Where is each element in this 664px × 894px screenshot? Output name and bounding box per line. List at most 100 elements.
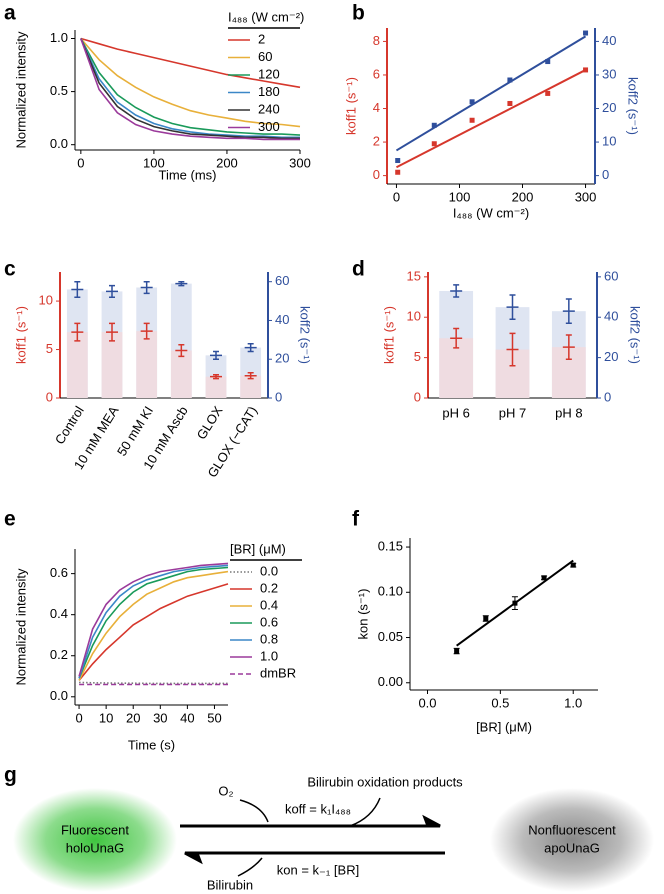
error-bar	[210, 350, 222, 360]
point	[507, 77, 513, 83]
x-tick-label: pH 7	[499, 405, 526, 420]
x-tick-label: 0	[77, 155, 84, 170]
x-tick-label: Control	[52, 403, 87, 447]
panel-letter: g	[4, 764, 17, 787]
legend-label: 0.6	[260, 614, 278, 629]
x-tick-label: 100	[143, 155, 165, 170]
error-bar	[175, 280, 188, 287]
bilirubin-arrow	[237, 857, 263, 877]
y-axis-label: koff1 (s⁻¹)	[343, 77, 358, 135]
legend-label: 0.8	[260, 631, 278, 646]
point	[431, 122, 437, 128]
x-axis-label: Time (s)	[128, 737, 175, 752]
point	[545, 90, 551, 96]
y-tick-label: 0.5	[50, 83, 68, 98]
y-tick-label: 0.4	[50, 606, 68, 621]
error-bar	[140, 322, 153, 340]
legend-label: 0.0	[260, 563, 278, 578]
legend-label: 0.2	[260, 580, 278, 595]
series-line	[78, 564, 229, 679]
fit-line	[395, 69, 587, 169]
point	[469, 99, 475, 105]
error-bar	[71, 322, 84, 342]
point	[431, 141, 437, 147]
y-axis-label: Normalized intensity	[13, 568, 28, 686]
x-tick-label: 30	[153, 710, 167, 725]
series-line	[79, 681, 228, 685]
y-tick-label: 1.0	[50, 30, 68, 45]
point	[507, 100, 513, 106]
legend-label: 2	[258, 31, 265, 46]
x-tick-label: 10	[99, 710, 113, 725]
panel-letter: d	[352, 258, 365, 281]
error-bar	[244, 342, 257, 353]
state-label: Nonfluorescent	[528, 822, 616, 837]
point	[454, 648, 460, 654]
legend-label: 1.0	[260, 648, 278, 663]
y-axis-label: koff1 (s⁻¹)	[381, 306, 396, 364]
product-arrow	[349, 797, 381, 827]
panel-letter: f	[352, 508, 360, 531]
y2-tick-label: 10	[602, 134, 616, 149]
y-tick-label: 2	[373, 134, 380, 149]
error-bar	[562, 334, 575, 360]
y2-axis-label: koff2 (s⁻¹)	[628, 306, 643, 364]
x-tick-label: 300	[575, 189, 597, 204]
state-label: apoUnaG	[544, 840, 600, 855]
x-axis-label: I₄₈₈ (W cm⁻²)	[453, 205, 529, 220]
series-line	[78, 566, 229, 679]
y-axis-label: Normalized intensity	[13, 31, 28, 149]
error-bar	[210, 373, 222, 380]
error-bar	[175, 343, 188, 358]
point	[583, 30, 589, 36]
y-tick-label: 10	[407, 309, 421, 324]
forward-arrow	[180, 814, 441, 828]
x-tick-label: 200	[512, 189, 534, 204]
series-line	[78, 570, 229, 681]
y-tick-label: 0	[414, 389, 421, 404]
point	[545, 59, 551, 65]
y-axis-label: koff1 (s⁻¹)	[13, 306, 28, 364]
y-tick-label: 6	[373, 66, 380, 81]
y2-tick-label: 0	[275, 389, 282, 404]
y-tick-label: 0.0	[50, 136, 68, 151]
x-tick-label: 40	[180, 710, 194, 725]
error-bar	[562, 298, 575, 325]
x-tick-label: 0.0	[418, 695, 436, 710]
panel-letter: b	[352, 2, 365, 25]
bar	[101, 332, 123, 398]
y-tick-label: 0	[373, 167, 380, 182]
y-tick-label: 10	[39, 293, 53, 308]
x-tick-label: pH 8	[555, 405, 582, 420]
legend-title: [BR] (μM)	[230, 541, 286, 556]
panel-letter: e	[4, 508, 16, 531]
x-tick-label: 100	[449, 189, 471, 204]
diagram: g Fluorescent holoUnaG Nonfluorescent ap…	[4, 764, 654, 892]
x-tick-label: 1.0	[564, 695, 582, 710]
error-bar	[140, 280, 153, 295]
y-tick-label: 0	[46, 389, 53, 404]
series-line	[80, 38, 300, 141]
error-bar	[106, 284, 118, 298]
legend-label: 120	[258, 66, 280, 81]
y-tick-label: 15	[407, 268, 421, 283]
x-tick-label: pH 6	[442, 405, 469, 420]
point	[512, 600, 518, 606]
oxygen-label: O₂	[218, 783, 233, 798]
series-line	[80, 37, 301, 128]
x-tick-label: 300	[289, 155, 311, 170]
y-tick-label: 5	[414, 349, 421, 364]
x-tick-label: 0.5	[491, 695, 509, 710]
legend-label: 180	[258, 84, 280, 99]
x-tick-label: 20	[126, 710, 140, 725]
y2-tick-label: 60	[275, 273, 289, 288]
y-tick-label: 0.2	[50, 647, 68, 662]
bar	[170, 350, 192, 398]
error-bar	[106, 322, 118, 342]
y2-tick-label: 40	[602, 33, 616, 48]
legend-label: 300	[258, 119, 280, 134]
y2-tick-label: 20	[604, 349, 618, 364]
legend-title: I₄₈₈ (W cm⁻²)	[228, 9, 304, 24]
legend-label: 0.4	[260, 597, 278, 612]
y-tick-label: 4	[373, 100, 380, 115]
